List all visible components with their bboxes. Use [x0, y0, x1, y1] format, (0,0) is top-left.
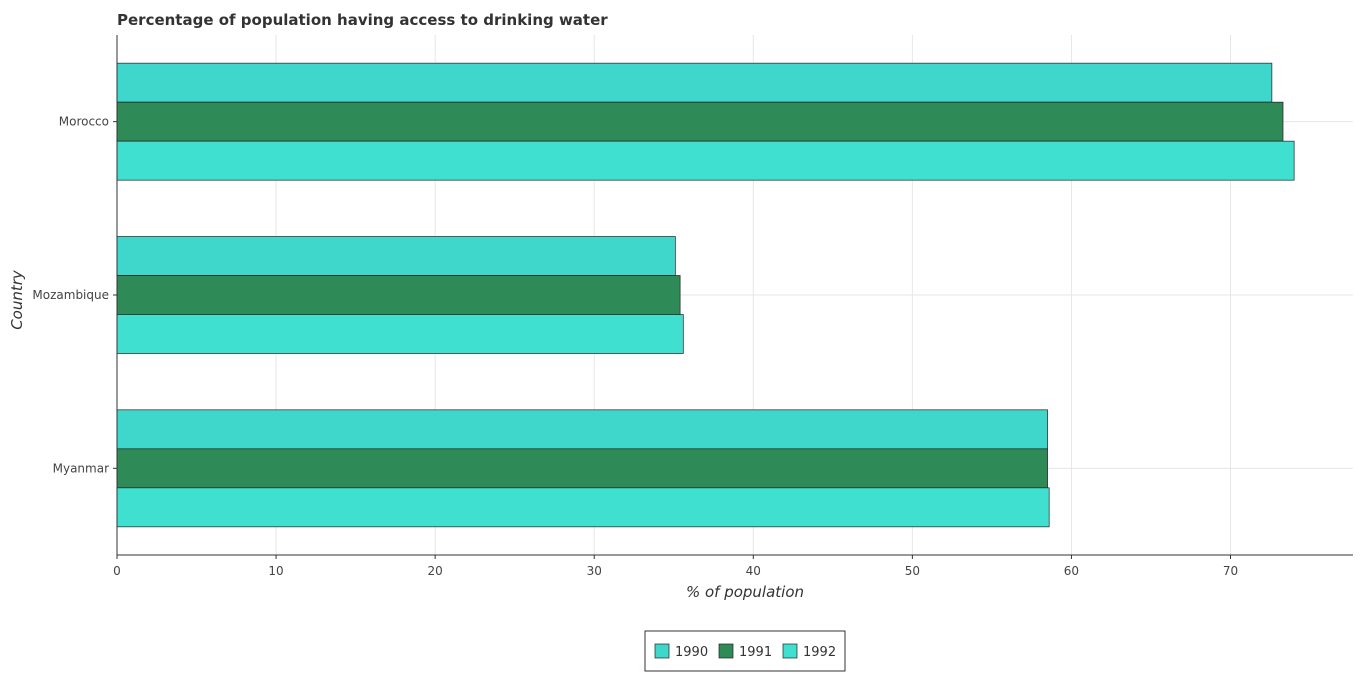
- bar-mozambique-1991: [116, 275, 681, 315]
- legend-label-1990: 1990: [675, 645, 708, 660]
- x-tick-label: 10: [268, 564, 283, 578]
- legend: 1990 1991 1992: [644, 630, 846, 672]
- bar-morocco-1990: [116, 62, 1273, 103]
- x-tick-label: 70: [1223, 564, 1238, 578]
- legend-swatch-1991: [718, 643, 734, 659]
- y-tick-label-morocco: Morocco: [59, 115, 109, 129]
- x-tick-label: 60: [1064, 564, 1079, 578]
- bar-myanmar-1991: [116, 448, 1048, 489]
- legend-label-1992: 1992: [803, 645, 836, 660]
- bar-myanmar-1992: [116, 487, 1050, 528]
- legend-label-1991: 1991: [739, 645, 772, 660]
- legend-swatch-1992: [782, 643, 798, 659]
- bar-morocco-1991: [116, 101, 1284, 142]
- y-tick-label-mozambique: Mozambique: [32, 288, 109, 302]
- x-tick-label: 40: [746, 564, 761, 578]
- y-axis-label: Country: [8, 269, 26, 330]
- x-tick-label: 20: [428, 564, 443, 578]
- bar-mozambique-1990: [116, 236, 676, 276]
- bar-mozambique-1992: [116, 314, 684, 354]
- y-tick-labels: Morocco Mozambique Myanmar: [32, 115, 117, 475]
- x-tick-label: 0: [113, 564, 121, 578]
- legend-swatch-1990: [654, 643, 670, 659]
- x-axis-label: % of population: [686, 583, 804, 601]
- bar-morocco-1992: [116, 140, 1295, 181]
- x-tick-label: 50: [905, 564, 920, 578]
- y-tick-label-myanmar: Myanmar: [53, 461, 109, 475]
- bar-myanmar-1990: [116, 409, 1048, 450]
- x-tick-labels: 0 10 20 30 40 50 60 70: [113, 555, 1238, 578]
- x-tick-label: 30: [587, 564, 602, 578]
- chart-title: Percentage of population having access t…: [117, 11, 608, 29]
- legend-box: [644, 630, 846, 672]
